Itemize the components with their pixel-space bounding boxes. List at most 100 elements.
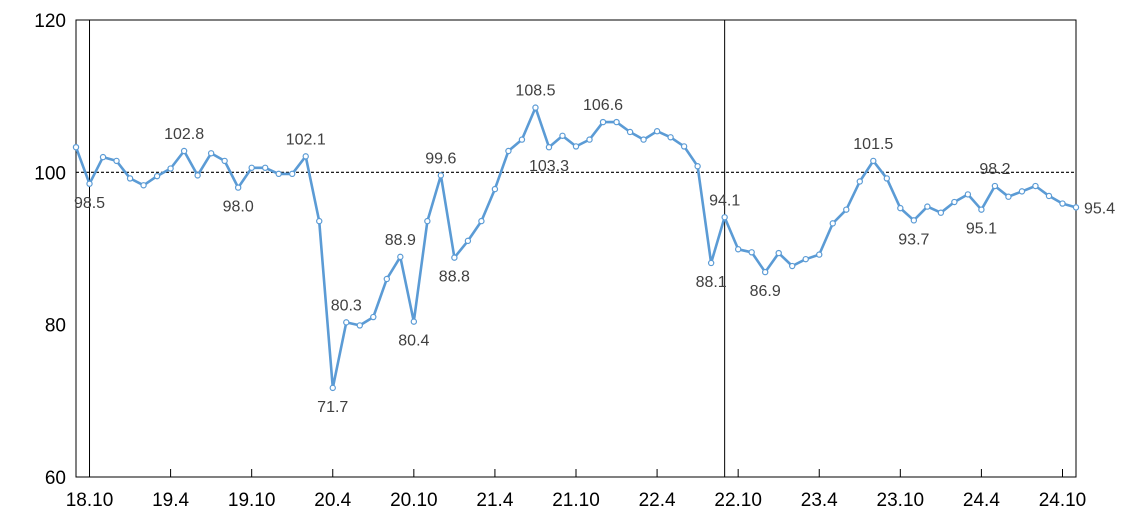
data-point bbox=[599, 118, 607, 126]
data-point bbox=[734, 246, 742, 253]
label-layer: 98.5 102.8 98.0 102.1 71.7 80.3 88.9 80.4 99.6 88… bbox=[74, 83, 1115, 416]
x-tick-label: 18.10 bbox=[66, 490, 114, 511]
data-point bbox=[545, 143, 553, 151]
data-point bbox=[856, 178, 863, 185]
data-point bbox=[153, 172, 161, 180]
data-label: 71.7 bbox=[317, 399, 348, 416]
x-tick-label: 23.10 bbox=[877, 490, 925, 511]
data-label: 101.5 bbox=[853, 136, 893, 153]
data-point bbox=[491, 185, 499, 193]
data-label: 86.9 bbox=[750, 283, 781, 300]
x-tick-label: 19.10 bbox=[228, 490, 276, 511]
data-point bbox=[910, 217, 918, 224]
data-point bbox=[748, 249, 755, 256]
data-point bbox=[653, 128, 661, 135]
data-label: 94.1 bbox=[709, 192, 740, 209]
data-point bbox=[410, 318, 418, 325]
data-point bbox=[316, 217, 323, 225]
data-point bbox=[248, 164, 255, 171]
data-label: 93.7 bbox=[898, 231, 929, 248]
data-point bbox=[72, 143, 80, 151]
data-point bbox=[194, 172, 201, 179]
x-tick-label: 24.10 bbox=[1039, 490, 1087, 511]
series-layer bbox=[72, 104, 1080, 392]
data-point bbox=[1032, 182, 1039, 190]
data-point bbox=[613, 118, 620, 126]
data-point bbox=[572, 143, 580, 150]
data-point bbox=[370, 313, 377, 321]
data-point bbox=[478, 217, 485, 225]
data-point bbox=[86, 180, 93, 187]
data-label: 88.9 bbox=[385, 232, 416, 249]
x-tick-label: 20.10 bbox=[390, 490, 438, 511]
data-point bbox=[518, 136, 526, 143]
data-point bbox=[343, 319, 350, 326]
data-point bbox=[883, 175, 891, 182]
x-tick-label: 19.4 bbox=[152, 490, 189, 511]
data-label: 102.1 bbox=[286, 131, 326, 148]
data-label: 98.2 bbox=[979, 161, 1010, 178]
data-point bbox=[397, 253, 404, 261]
data-point bbox=[234, 184, 242, 191]
data-point bbox=[924, 203, 931, 210]
x-tick-label: 24.4 bbox=[963, 490, 1000, 511]
data-point bbox=[329, 384, 336, 392]
data-point bbox=[532, 104, 539, 111]
x-tick-label: 22.4 bbox=[639, 490, 676, 511]
data-point bbox=[640, 136, 647, 143]
data-label: 106.6 bbox=[583, 97, 623, 114]
data-point bbox=[140, 182, 147, 189]
data-point bbox=[275, 170, 282, 178]
data-point bbox=[383, 275, 391, 283]
data-point bbox=[289, 170, 296, 178]
data-point bbox=[964, 191, 972, 198]
data-label: 95.4 bbox=[1084, 200, 1115, 217]
y-tick-label: 60 bbox=[45, 468, 66, 489]
data-point bbox=[991, 182, 999, 190]
data-point bbox=[937, 209, 945, 216]
data-point bbox=[424, 217, 431, 225]
data-point bbox=[775, 249, 782, 257]
data-label: 88.8 bbox=[439, 269, 470, 286]
data-point bbox=[261, 164, 269, 171]
data-point bbox=[802, 255, 809, 263]
x-tick-label: 23.4 bbox=[801, 490, 838, 511]
data-point bbox=[694, 163, 701, 170]
data-point bbox=[680, 143, 688, 150]
axis-layer: 60 80 100 120 18.10 19.4 19.10 20.4 20.10 21.4 21.… bbox=[34, 11, 1086, 511]
x-tick-label: 21.10 bbox=[552, 490, 600, 511]
grid-layer bbox=[75, 19, 1077, 478]
data-point bbox=[951, 198, 958, 206]
data-point bbox=[870, 157, 877, 165]
data-label: 88.1 bbox=[696, 274, 727, 291]
data-point bbox=[586, 136, 593, 143]
data-point bbox=[559, 132, 566, 139]
data-point bbox=[626, 128, 634, 136]
data-label: 98.5 bbox=[74, 195, 105, 212]
data-label: 99.6 bbox=[425, 150, 456, 167]
data-label: 80.3 bbox=[331, 297, 362, 314]
data-point bbox=[99, 153, 107, 161]
data-point bbox=[978, 206, 985, 213]
data-point bbox=[356, 322, 363, 329]
data-point bbox=[789, 262, 796, 270]
plot-frame bbox=[75, 19, 1077, 478]
data-point bbox=[1059, 200, 1066, 207]
data-label: 103.3 bbox=[529, 158, 569, 175]
data-point bbox=[707, 259, 715, 267]
data-point bbox=[437, 172, 445, 179]
data-point bbox=[451, 254, 458, 261]
data-point bbox=[816, 251, 823, 258]
x-tick-label: 21.4 bbox=[476, 490, 513, 511]
data-point bbox=[221, 157, 228, 165]
data-point bbox=[761, 268, 769, 276]
data-point bbox=[113, 157, 120, 165]
data-point bbox=[207, 150, 215, 157]
data-point bbox=[829, 220, 836, 227]
data-point bbox=[302, 153, 309, 160]
data-label: 108.5 bbox=[515, 83, 555, 100]
data-point bbox=[464, 237, 472, 245]
data-point bbox=[667, 134, 674, 141]
data-point bbox=[1018, 188, 1026, 195]
